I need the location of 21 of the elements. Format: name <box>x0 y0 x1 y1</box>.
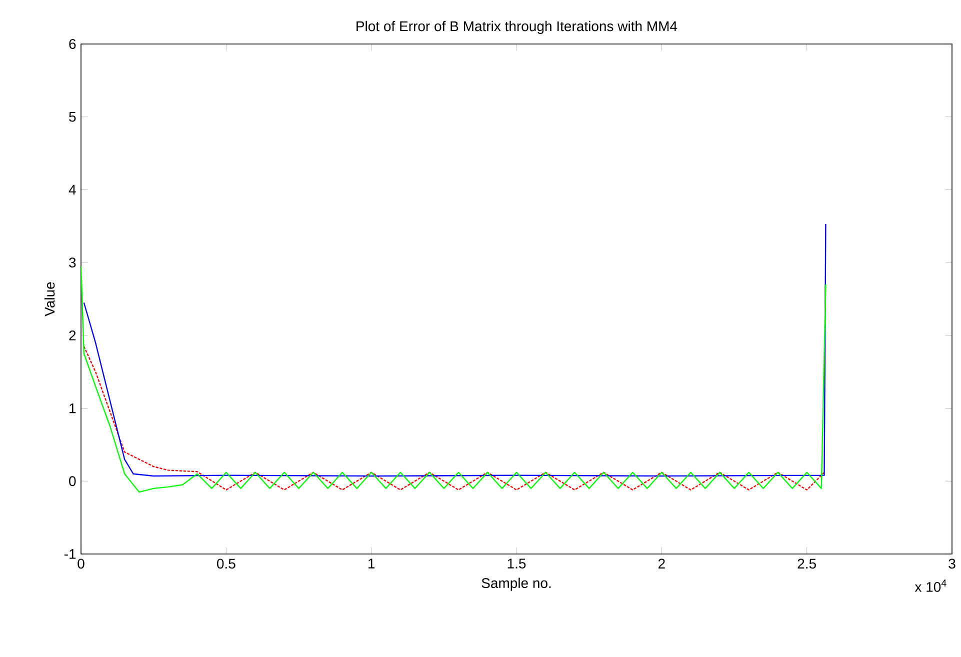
y-tick-label: 2 <box>69 330 76 340</box>
y-axis-title: Value <box>44 282 55 316</box>
x-tick-label: 1 <box>368 558 375 568</box>
chart-title: Plot of Error of B Matrix through Iterations with MM4 <box>356 20 678 34</box>
line-series <box>83 223 826 477</box>
x-tick-label: 2 <box>658 558 665 568</box>
y-tick-label: -1 <box>64 549 76 559</box>
y-tick-label: 0 <box>69 476 76 486</box>
x-tick-label: 0 <box>78 558 84 569</box>
y-tick-label: 4 <box>68 184 76 195</box>
x-tick-label: 0.5 <box>216 558 236 569</box>
x-tick-label: 1.5 <box>508 558 526 568</box>
y-tick-label: 5 <box>69 112 76 122</box>
x-tick-label: 2.5 <box>798 558 816 569</box>
y-tick-label: 3 <box>69 258 76 268</box>
x-axis-title: Sample no. <box>482 578 551 591</box>
line-series <box>83 346 825 490</box>
x-tick-label: 3 <box>948 558 956 569</box>
text: x 10$^{4}$ <box>914 580 946 592</box>
y-tick-label: 6 <box>69 39 76 49</box>
y-tick-label: 1 <box>70 403 76 414</box>
